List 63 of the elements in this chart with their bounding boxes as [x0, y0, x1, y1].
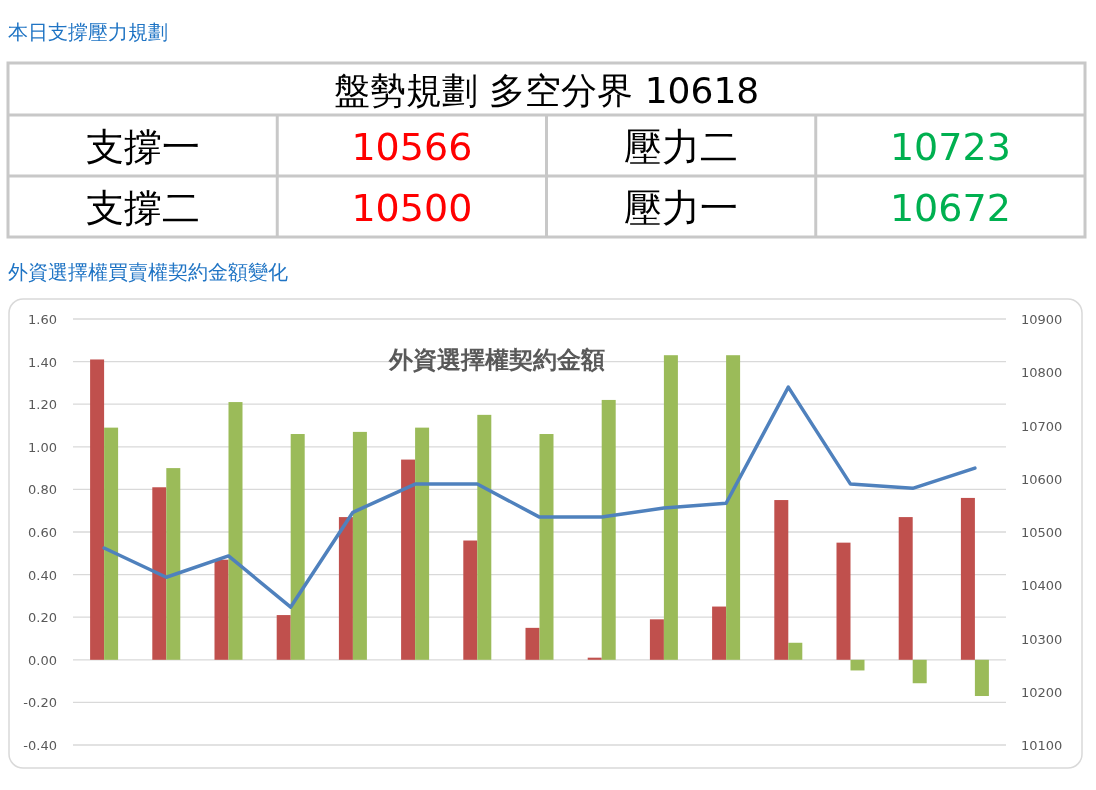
category-label: 支撐一	[85, 124, 200, 169]
y2-tick-label: 10900	[1021, 312, 1063, 327]
y-tick-label: 0.60	[28, 525, 57, 540]
bar	[415, 427, 430, 660]
y-tick-label: 0.40	[28, 567, 57, 583]
bar	[352, 431, 367, 660]
y-tick-label: 1.00	[28, 439, 57, 455]
bar	[477, 414, 492, 660]
data-label: 10672	[889, 185, 1011, 230]
bar	[712, 606, 727, 660]
bar	[850, 659, 865, 671]
y-tick-label: 0.00	[28, 652, 57, 668]
bar	[836, 542, 851, 660]
bar	[152, 487, 167, 660]
y-tick-label: 0.80	[28, 482, 57, 498]
bar	[90, 359, 105, 660]
y-tick-label: 1.60	[28, 312, 57, 327]
bar	[463, 540, 478, 660]
data-label: 10500	[351, 185, 473, 230]
text: 外資選擇權契約金額	[388, 346, 605, 374]
y-tick-label: 0.20	[28, 610, 57, 626]
line-series	[102, 385, 977, 609]
y2-tick-label: 10100	[1021, 738, 1063, 753]
bar	[401, 459, 416, 660]
bar	[960, 497, 975, 660]
bar	[601, 399, 616, 660]
y2-tick-label: 10400	[1021, 578, 1063, 594]
data-label: 10723	[889, 124, 1011, 169]
bar	[788, 642, 803, 660]
y-tick-label: -0.40	[23, 738, 57, 753]
bar	[228, 402, 243, 660]
bar	[898, 517, 913, 660]
bar	[539, 434, 554, 660]
bar	[338, 517, 353, 660]
bar	[525, 627, 540, 660]
y2-tick-label: 10800	[1021, 365, 1063, 381]
y-tick-label: 1.40	[28, 354, 57, 370]
bar	[974, 659, 989, 697]
y2-tick-label: 10700	[1021, 418, 1063, 434]
bar	[649, 619, 664, 660]
bar	[290, 434, 305, 660]
bar	[104, 427, 119, 660]
bar	[276, 615, 291, 660]
y-tick-label: 1.20	[28, 397, 57, 413]
y-tick-label: -0.20	[23, 695, 57, 711]
bar	[726, 355, 741, 660]
y2-tick-label: 10300	[1021, 631, 1063, 647]
bar	[166, 468, 181, 660]
y2-tick-label: 10500	[1021, 525, 1063, 540]
bar	[214, 559, 229, 660]
chart-title: 外資選擇權買賣權契約金額變化	[8, 260, 288, 284]
bar	[774, 500, 789, 660]
text: 盤勢規劃 多空分界 10618	[333, 70, 760, 111]
category-label: 支撐二	[85, 185, 200, 230]
bar	[663, 355, 678, 660]
bar	[587, 657, 602, 660]
data-label: 10566	[351, 124, 473, 169]
y2-tick-label: 10200	[1021, 684, 1063, 700]
bar	[912, 659, 927, 684]
category-label: 壓力二	[624, 124, 739, 169]
category-label: 壓力一	[624, 185, 739, 230]
y2-tick-label: 10600	[1021, 471, 1063, 487]
text: 本日支撐壓力規劃	[8, 20, 168, 44]
